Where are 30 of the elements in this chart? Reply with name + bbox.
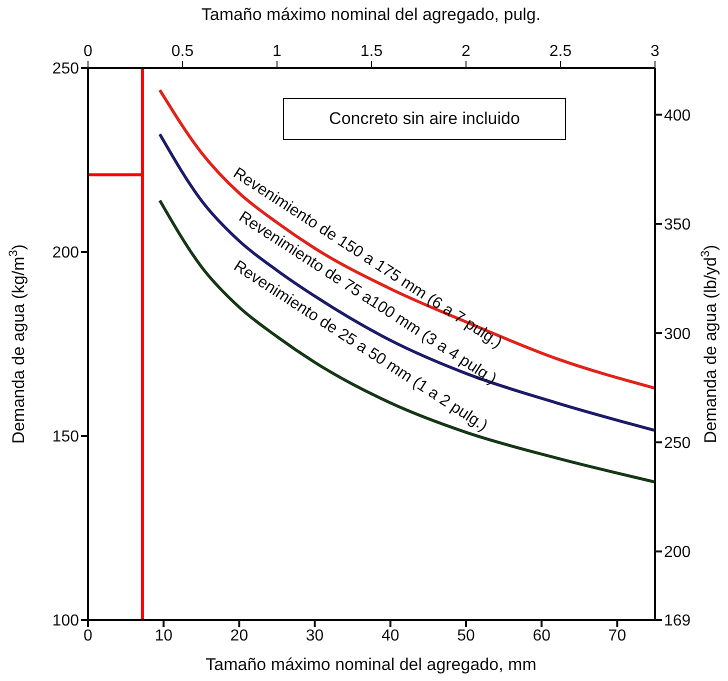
x2-tick-label: 0 <box>84 43 93 60</box>
line-series <box>158 88 655 390</box>
line-series <box>158 132 655 432</box>
x2-tick-label: 1.5 <box>360 43 383 60</box>
y-tick-label: 100 <box>52 612 80 630</box>
x2-tick-label: 2 <box>462 43 471 60</box>
y-tick-label: 250 <box>52 60 80 78</box>
x-tick-label: 40 <box>382 627 400 644</box>
y2-tick-label: 300 <box>664 326 691 343</box>
y2-tick-label: 169 <box>664 612 691 630</box>
y2-tick-label: 250 <box>664 434 691 452</box>
x-tick-label: 10 <box>154 627 173 644</box>
x2-tick-label: 1 <box>272 43 282 60</box>
x-tick-label: 50 <box>457 627 475 644</box>
x-tick-label: 0 <box>84 627 93 644</box>
y-tick-label: 200 <box>52 244 80 262</box>
x2-tick-label: 0.5 <box>171 43 194 60</box>
x-tick-label: 30 <box>306 627 324 644</box>
x2-axis-title: Tamaño máximo nominal del agregado, pulg. <box>201 5 541 24</box>
annotation: Concreto sin aire incluido <box>283 98 566 140</box>
y2-tick-label: 350 <box>664 216 691 234</box>
x-tick-label: 60 <box>532 627 551 644</box>
x2-tick-label: 2.5 <box>549 43 572 60</box>
y2-tick-label: 400 <box>664 107 691 124</box>
x2-tick-label: 3 <box>650 43 660 60</box>
x-tick-label: 20 <box>230 627 248 644</box>
x-axis-title: Tamaño máximo nominal del agregado, mm <box>206 655 536 674</box>
x-tick-label: 70 <box>608 627 626 644</box>
y2-tick-label: 200 <box>664 544 691 562</box>
y-tick-label: 150 <box>52 428 80 446</box>
